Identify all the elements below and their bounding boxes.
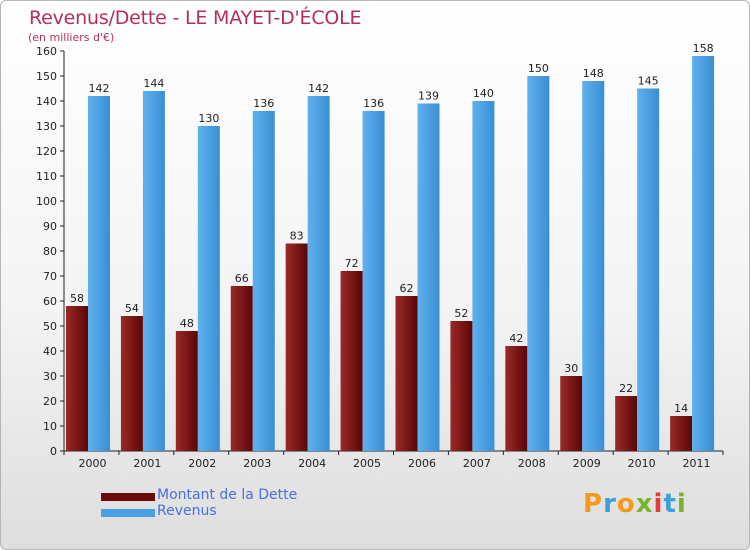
x-tick-label: 2004 (298, 457, 326, 470)
y-tick-label: 70 (43, 270, 57, 283)
bar-dette (395, 296, 418, 451)
data-label-dette: 58 (70, 292, 84, 305)
y-tick-label: 80 (43, 245, 57, 258)
bar-dette (285, 243, 308, 451)
y-tick-label: 130 (36, 120, 57, 133)
data-label-dette: 14 (674, 402, 688, 415)
bar-dette (670, 416, 693, 451)
data-label-revenus: 158 (693, 42, 714, 55)
bar-dette (560, 376, 583, 451)
legend-swatch-dette (101, 493, 155, 501)
data-label-dette: 62 (400, 282, 414, 295)
data-labels: 58 142 54 144 48 130 66 136 83 142 72 136 62 139 52 140… (70, 42, 714, 415)
bar-revenus (472, 101, 495, 451)
data-label-dette: 42 (509, 332, 523, 345)
x-tick-label: 2000 (78, 457, 106, 470)
bar-revenus (582, 81, 605, 451)
y-tick-label: 40 (43, 345, 57, 358)
y-tick-label: 20 (43, 395, 57, 408)
x-tick-label: 2010 (628, 457, 656, 470)
data-label-revenus: 144 (143, 77, 164, 90)
x-tick-label: 2003 (243, 457, 271, 470)
bar-revenus (527, 76, 550, 451)
bar-revenus (417, 103, 440, 451)
x-tick-label: 2008 (518, 457, 546, 470)
chart-title: Revenus/Dette - LE MAYET-D'ÉCOLE (29, 7, 362, 29)
bar-dette (230, 286, 253, 451)
data-label-dette: 30 (564, 362, 578, 375)
data-label-revenus: 139 (418, 90, 439, 103)
bar-dette (450, 321, 473, 451)
chart-subtitle: (en milliers d'€) (28, 31, 115, 44)
data-label-dette: 83 (290, 230, 304, 243)
data-label-revenus: 142 (89, 82, 110, 95)
data-label-dette: 48 (180, 317, 194, 330)
x-tick-label: 2011 (683, 457, 711, 470)
data-label-dette: 66 (235, 272, 249, 285)
bar-revenus (637, 88, 660, 451)
y-tick-label: 60 (43, 295, 57, 308)
y-tick-label: 140 (36, 95, 57, 108)
data-label-revenus: 140 (473, 87, 494, 100)
bar-dette (66, 306, 88, 451)
bar-dette (505, 346, 528, 451)
bar-dette (120, 316, 143, 451)
data-label-dette: 72 (345, 257, 359, 270)
legend-label-revenus: Revenus (157, 503, 217, 519)
data-label-dette: 22 (619, 382, 633, 395)
data-label-revenus: 130 (198, 112, 219, 125)
proxiti-logo: Proxiti (583, 489, 687, 519)
y-tick-label: 110 (36, 170, 57, 183)
bar-revenus (307, 96, 330, 451)
x-tick-label: 2007 (463, 457, 491, 470)
data-label-revenus: 142 (308, 82, 329, 95)
data-label-revenus: 148 (583, 67, 604, 80)
bar-revenus (692, 56, 715, 451)
bar-dette (340, 271, 363, 451)
bar-revenus (197, 126, 220, 451)
data-label-dette: 54 (125, 302, 139, 315)
bar-dette (175, 331, 198, 451)
y-tick-label: 120 (36, 145, 57, 158)
legend-swatch-revenus (101, 509, 155, 517)
y-tick-label: 100 (36, 195, 57, 208)
axes: 0 10 20 30 40 50 60 70 80 90 100 110 120 130 140 150 160… (36, 45, 724, 470)
data-label-revenus: 136 (253, 97, 274, 110)
data-label-revenus: 136 (363, 97, 384, 110)
y-tick-label: 30 (43, 370, 57, 383)
bar-revenus (142, 91, 165, 451)
y-tick-label: 150 (36, 70, 57, 83)
y-tick-label: 10 (43, 420, 57, 433)
bar-revenus (88, 96, 110, 451)
bar-revenus (362, 111, 385, 451)
x-tick-label: 2006 (408, 457, 436, 470)
data-label-revenus: 145 (638, 75, 659, 88)
x-tick-label: 2009 (573, 457, 601, 470)
y-tick-label: 90 (43, 220, 57, 233)
bars (66, 56, 715, 451)
data-label-dette: 52 (454, 307, 468, 320)
data-label-revenus: 150 (528, 62, 549, 75)
legend-label-dette: Montant de la Dette (157, 487, 298, 503)
y-tick-label: 0 (50, 445, 57, 458)
x-tick-label: 2001 (133, 457, 161, 470)
bar-dette (615, 396, 638, 451)
y-tick-label: 160 (36, 45, 57, 58)
x-tick-label: 2005 (353, 457, 381, 470)
y-tick-label: 50 (43, 320, 57, 333)
x-tick-label: 2002 (188, 457, 216, 470)
bar-revenus (252, 111, 275, 451)
